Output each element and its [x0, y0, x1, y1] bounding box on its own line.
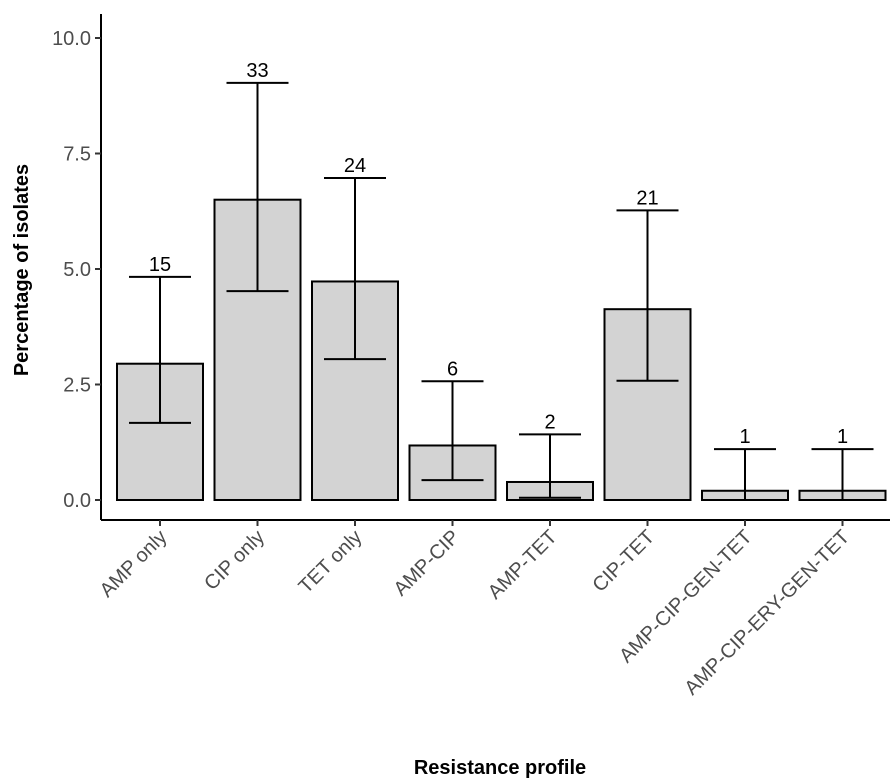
y-tick-label: 2.5 — [63, 375, 91, 397]
x-tick-label: AMP-TET — [484, 526, 562, 604]
y-axis-title: Percentage of isolates — [11, 164, 33, 376]
data-label-2: 33 — [246, 60, 268, 82]
y-tick-label: 7.5 — [63, 144, 91, 166]
y-axis: 0.0 2.5 5.0 7.5 10.0 — [52, 14, 102, 520]
x-axis-title: Resistance profile — [414, 757, 586, 779]
x-tick-label: AMP only — [96, 526, 172, 602]
error-bar-7 — [714, 448, 776, 501]
error-bar-3 — [324, 176, 386, 361]
x-tick-label: TET only — [295, 526, 367, 598]
data-label-1: 15 — [149, 254, 171, 276]
error-bars-layer — [129, 81, 874, 501]
data-labels-layer: 15 33 24 6 2 21 1 1 — [149, 60, 848, 448]
data-label-8: 1 — [837, 426, 848, 448]
y-tick-label: 5.0 — [63, 259, 91, 281]
error-bar-8 — [811, 448, 874, 501]
error-bar-1 — [129, 275, 191, 424]
x-tick-label: CIP-TET — [588, 526, 659, 597]
error-bar-4 — [421, 380, 484, 482]
data-label-5: 2 — [544, 411, 555, 433]
data-label-4: 6 — [447, 358, 458, 380]
y-tick-label: 10.0 — [52, 28, 91, 50]
data-label-3: 24 — [344, 155, 366, 177]
data-label-7: 1 — [739, 426, 750, 448]
x-axis: AMP only CIP only TET only AMP-CIP AMP-TET CI… — [96, 519, 890, 699]
x-tick-label: AMP-CIP — [390, 526, 464, 600]
bars-layer — [116, 198, 887, 502]
x-tick-label: AMP-CIP-ERY-GEN-TET — [681, 526, 854, 699]
y-tick-label: 0.0 — [63, 490, 91, 512]
x-tick-label: CIP only — [200, 526, 269, 595]
error-bar-5 — [519, 433, 581, 499]
error-bar-2 — [226, 81, 289, 293]
data-label-6: 21 — [636, 187, 658, 209]
error-bar-6 — [616, 209, 679, 382]
